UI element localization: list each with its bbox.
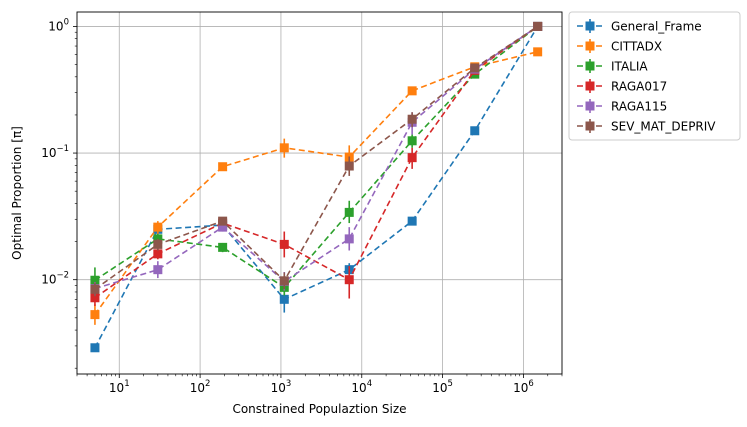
data-point bbox=[344, 161, 354, 171]
data-point bbox=[407, 136, 417, 146]
legend-marker bbox=[585, 101, 595, 111]
x-tick-label: 104 bbox=[351, 379, 372, 395]
data-point bbox=[90, 284, 100, 294]
data-point bbox=[407, 86, 417, 96]
legend: General_Frame CITTADX ITALIA RAGA017 RAGA115… bbox=[568, 11, 741, 141]
series-sev-mat-depriv bbox=[90, 21, 543, 297]
series-line bbox=[94, 25, 539, 349]
data-point bbox=[153, 249, 163, 259]
data-point bbox=[533, 21, 543, 31]
grid bbox=[77, 12, 562, 374]
data-point bbox=[90, 343, 100, 353]
x-tick-label: 102 bbox=[190, 379, 211, 395]
legend-item: CITTADX bbox=[577, 39, 662, 54]
x-tick-label: 103 bbox=[271, 379, 292, 395]
data-point bbox=[218, 242, 228, 252]
data-point bbox=[470, 63, 480, 73]
y-axis-label: Optimal Proportion [π] bbox=[10, 126, 24, 260]
legend-marker bbox=[585, 61, 595, 71]
data-point bbox=[218, 162, 228, 172]
series-line bbox=[94, 25, 539, 290]
series-line bbox=[94, 25, 539, 299]
legend-item: SEV_MAT_DEPRIV bbox=[577, 119, 716, 134]
legend-marker bbox=[585, 41, 595, 51]
data-point bbox=[279, 276, 289, 286]
data-point bbox=[344, 207, 354, 217]
x-tick-label: 101 bbox=[109, 379, 130, 395]
data-point bbox=[407, 216, 417, 226]
x-tick-label: 105 bbox=[432, 379, 453, 395]
legend-label: ITALIA bbox=[611, 60, 648, 74]
legend-item: RAGA115 bbox=[577, 99, 667, 114]
legend-label: RAGA017 bbox=[611, 80, 667, 94]
data-point bbox=[407, 153, 417, 163]
legend-marker bbox=[585, 121, 595, 131]
legend-item: RAGA017 bbox=[577, 79, 667, 94]
legend-label: SEV_MAT_DEPRIV bbox=[611, 120, 716, 134]
axis-ticks: 101 102 103 104 105 106 10−2 10−1 100 bbox=[41, 17, 563, 395]
data-point bbox=[344, 275, 354, 285]
data-point bbox=[153, 222, 163, 232]
legend-marker bbox=[585, 21, 595, 31]
legend-item: ITALIA bbox=[577, 59, 648, 74]
data-point bbox=[279, 294, 289, 304]
data-point bbox=[470, 126, 480, 136]
legend-label: RAGA115 bbox=[611, 100, 667, 114]
data-point bbox=[153, 265, 163, 275]
data-point bbox=[90, 293, 100, 303]
data-point bbox=[153, 239, 163, 249]
data-point bbox=[279, 239, 289, 249]
data-point bbox=[533, 47, 543, 57]
legend-label: General_Frame bbox=[611, 20, 702, 34]
data-point bbox=[344, 234, 354, 244]
data-point bbox=[218, 222, 228, 232]
legend-item: General_Frame bbox=[577, 19, 702, 34]
data-point bbox=[407, 114, 417, 124]
series-line bbox=[94, 25, 539, 290]
legend-box bbox=[568, 11, 741, 141]
x-tick-label: 106 bbox=[513, 379, 534, 395]
x-axis-label: Constrained Populaztion Size bbox=[232, 402, 406, 416]
legend-label: CITTADX bbox=[611, 40, 662, 54]
y-tick-label: 10−2 bbox=[41, 271, 69, 287]
legend-marker bbox=[585, 81, 595, 91]
y-tick-label: 10−1 bbox=[41, 144, 69, 160]
data-point bbox=[279, 143, 289, 153]
y-tick-label: 100 bbox=[48, 17, 69, 33]
data-point bbox=[218, 216, 228, 226]
data-point bbox=[90, 275, 100, 285]
data-point bbox=[90, 310, 100, 320]
series-area bbox=[90, 21, 543, 353]
